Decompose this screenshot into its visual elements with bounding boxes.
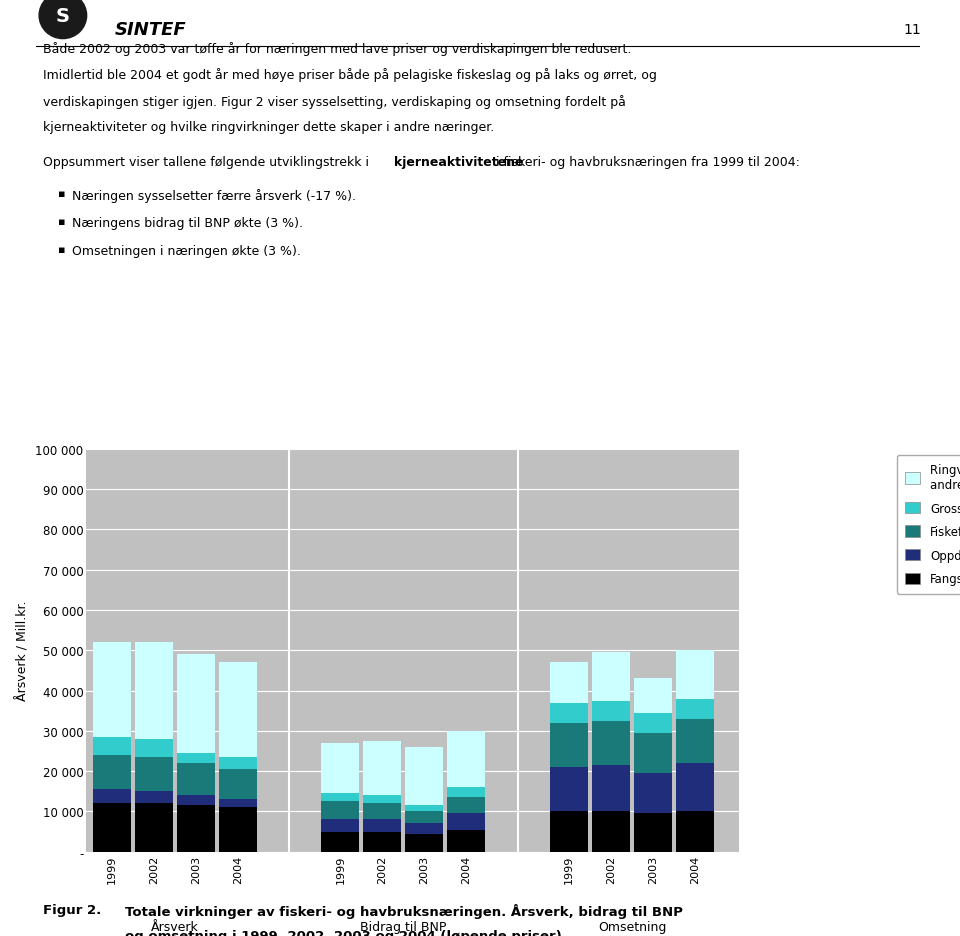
Text: S: S [56, 7, 70, 26]
Bar [592, 766, 630, 812]
Text: Omsetning: Omsetning [598, 920, 666, 933]
Bar [634, 733, 672, 773]
Bar [177, 763, 215, 796]
Text: Imidlertid ble 2004 et godt år med høye priser både på pelagiske fiskeslag og på: Imidlertid ble 2004 et godt år med høye … [43, 68, 657, 82]
Text: Næringens bidrag til BNP økte (3 %).: Næringens bidrag til BNP økte (3 %). [72, 217, 303, 230]
Bar [405, 812, 444, 824]
Legend: Ringvirkning i
andre næringer, Grossist, Fiskeforedling, Oppdrett, Fangst: Ringvirkning i andre næringer, Grossist,… [897, 455, 960, 594]
Text: ▪: ▪ [58, 217, 65, 227]
Bar [93, 642, 131, 737]
Text: Årsverk: Årsverk [151, 920, 199, 933]
Bar [550, 663, 588, 703]
Bar [676, 651, 714, 699]
Text: Næringen sysselsetter færre årsverk (-17 %).: Næringen sysselsetter færre årsverk (-17… [72, 189, 356, 203]
Text: verdiskapingen stiger igjen. Figur 2 viser sysselsetting, verdiskaping og omsetn: verdiskapingen stiger igjen. Figur 2 vis… [43, 95, 626, 109]
Bar [447, 797, 485, 813]
Text: kjerneaktivitetene: kjerneaktivitetene [394, 156, 523, 169]
Bar [405, 824, 444, 834]
Bar [405, 806, 444, 812]
Bar [177, 796, 215, 806]
Bar [363, 820, 401, 832]
Bar [93, 737, 131, 755]
Bar [219, 799, 256, 808]
Bar [447, 813, 485, 829]
Y-axis label: Årsverk / Mill.kr.: Årsverk / Mill.kr. [16, 600, 30, 701]
Text: Både 2002 og 2003 var tøffe år for næringen med lave priser og verdiskapingen bl: Både 2002 og 2003 var tøffe år for nærin… [43, 42, 632, 56]
Bar [447, 829, 485, 852]
Bar [592, 812, 630, 852]
Bar [447, 731, 485, 787]
Bar [93, 789, 131, 803]
Bar [177, 806, 215, 852]
Text: Figur 2.: Figur 2. [43, 903, 102, 916]
Bar [363, 803, 401, 820]
Bar [634, 813, 672, 852]
Bar [550, 812, 588, 852]
Bar [219, 663, 256, 757]
Bar [322, 832, 359, 852]
Bar [322, 801, 359, 820]
Text: ▪: ▪ [58, 245, 65, 256]
Text: Bidrag til BNP: Bidrag til BNP [360, 920, 446, 933]
Bar [676, 763, 714, 812]
Text: 11: 11 [904, 23, 922, 37]
Text: kjerneaktiviteter og hvilke ringvirkninger dette skaper i andre næringer.: kjerneaktiviteter og hvilke ringvirkning… [43, 121, 494, 134]
Bar [219, 757, 256, 769]
Text: i fiskeri- og havbruksnæringen fra 1999 til 2004:: i fiskeri- og havbruksnæringen fra 1999 … [492, 156, 800, 169]
Bar [592, 652, 630, 701]
Bar [322, 743, 359, 794]
Bar [322, 794, 359, 801]
Bar [676, 699, 714, 719]
Bar [93, 755, 131, 789]
Circle shape [39, 0, 86, 39]
Bar [592, 721, 630, 766]
Bar [550, 723, 588, 768]
Bar [405, 747, 444, 806]
Bar [134, 757, 173, 792]
Bar [219, 769, 256, 799]
Bar [134, 739, 173, 757]
Bar [405, 834, 444, 852]
Bar [363, 832, 401, 852]
Bar [134, 803, 173, 852]
Bar [177, 753, 215, 763]
Bar [219, 808, 256, 852]
Bar [177, 654, 215, 753]
Bar [676, 812, 714, 852]
Text: og omsetning i 1999, 2002, 2003 og 2004 (løpende priser): og omsetning i 1999, 2002, 2003 og 2004 … [125, 929, 562, 936]
Text: Oppsummert viser tallene følgende utviklingstrekk i: Oppsummert viser tallene følgende utvikl… [43, 156, 373, 169]
Bar [550, 703, 588, 723]
Text: Omsetningen i næringen økte (3 %).: Omsetningen i næringen økte (3 %). [72, 245, 300, 258]
Bar [550, 768, 588, 812]
Text: SINTEF: SINTEF [115, 21, 187, 38]
Text: ▪: ▪ [58, 189, 65, 199]
Bar [322, 820, 359, 832]
Bar [363, 741, 401, 796]
Bar [676, 719, 714, 763]
Bar [134, 642, 173, 739]
Bar [447, 787, 485, 797]
Bar [363, 796, 401, 803]
Bar [634, 713, 672, 733]
Bar [634, 679, 672, 713]
Bar [592, 701, 630, 721]
Bar [134, 792, 173, 803]
Bar [634, 773, 672, 813]
Bar [93, 803, 131, 852]
Text: Totale virkninger av fiskeri- og havbruksnæringen. Årsverk, bidrag til BNP: Totale virkninger av fiskeri- og havbruk… [125, 903, 683, 918]
